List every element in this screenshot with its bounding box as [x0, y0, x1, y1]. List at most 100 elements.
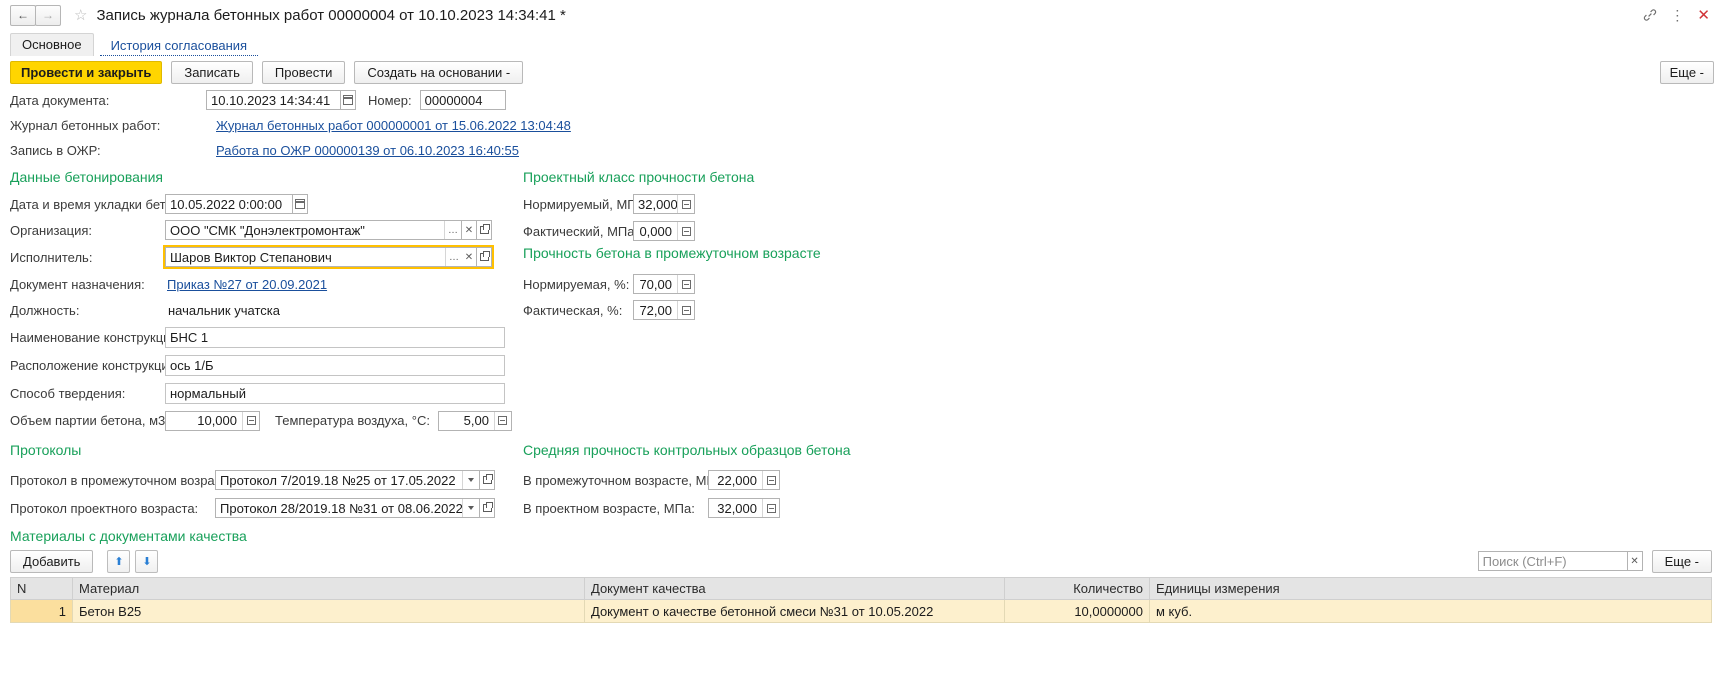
avg-design-label: В проектном возрасте, МПа: — [523, 500, 695, 516]
intermediate-normative-input[interactable]: 70,00 — [633, 274, 695, 294]
calendar-icon[interactable] — [341, 90, 356, 110]
journal-link[interactable]: Журнал бетонных работ 000000001 от 15.06… — [216, 117, 571, 133]
calendar-icon[interactable] — [293, 194, 308, 214]
protocol-intermediate-input[interactable]: Протокол 7/2019.18 №25 от 17.05.2022 — [215, 470, 480, 490]
assignment-doc-link[interactable]: Приказ №27 от 20.09.2021 — [167, 276, 328, 292]
cell-quantity[interactable]: 10,0000000 — [1004, 599, 1150, 623]
open-card-icon[interactable] — [477, 220, 492, 240]
design-normative-value: 32,000 — [638, 196, 677, 212]
calculator-icon[interactable] — [242, 411, 259, 430]
executor-field-group[interactable]: Шаров Виктор Степанович … ✕ — [163, 245, 494, 269]
concreting-section-title: Данные бетонирования — [10, 169, 164, 185]
protocol-intermediate-label: Протокол в промежуточном возрасте: — [10, 472, 238, 488]
open-card-icon[interactable] — [480, 498, 495, 518]
executor-label: Исполнитель: — [10, 249, 93, 265]
executor-input[interactable]: Шаров Виктор Степанович … — [165, 247, 462, 267]
protocols-section-title: Протоколы — [10, 442, 82, 458]
chevron-down-icon[interactable] — [462, 471, 479, 489]
intermediate-normative-label: Нормируемая, %: — [523, 276, 630, 292]
select-ellipsis-icon[interactable]: … — [445, 248, 462, 266]
calculator-icon[interactable] — [677, 195, 694, 213]
back-button[interactable]: ← — [10, 4, 36, 26]
clear-icon[interactable]: ✕ — [462, 247, 477, 267]
structure-name-input[interactable]: БНС 1 — [165, 326, 505, 348]
cell-row-number: 1 — [10, 599, 73, 623]
cell-material[interactable]: Бетон В25 — [72, 599, 585, 623]
row-avg-design: В проектном возрасте, МПа: 32,000 — [523, 494, 1712, 522]
move-down-button[interactable]: ⬇ — [135, 549, 159, 573]
col-header-quality-doc[interactable]: Документ качества — [584, 577, 1005, 600]
search-clear-icon[interactable]: ✕ — [1627, 551, 1643, 571]
design-actual-input[interactable]: 0,000 — [633, 221, 695, 241]
star-icon[interactable]: ☆ — [74, 6, 88, 24]
arrow-left-icon: ← — [17, 8, 29, 22]
air-temp-label: Температура воздуха, °С: — [275, 413, 430, 428]
row-protocol-design: Протокол проектного возраста: Протокол 2… — [10, 494, 515, 522]
number-label: Номер: — [368, 92, 412, 108]
row-design-actual: Фактический, МПа: 0,000 — [523, 217, 1712, 245]
organization-value: ООО "СМК "Донэлектромонтаж" — [170, 222, 365, 238]
design-actual-label: Фактический, МПа: — [523, 223, 639, 239]
protocol-design-input[interactable]: Протокол 28/2019.18 №31 от 08.06.2022 — [215, 498, 480, 518]
arrow-up-icon: ⬆ — [114, 555, 124, 568]
row-design-normative: Нормируемый, МПа: 32,000 — [523, 191, 1712, 217]
post-and-close-button[interactable]: Провести и закрыть — [10, 60, 163, 84]
move-up-button[interactable]: ⬆ — [107, 549, 131, 573]
batch-volume-input[interactable]: 10,000 — [165, 410, 260, 431]
col-header-unit[interactable]: Единицы измерения — [1149, 577, 1712, 600]
hardening-method-input[interactable]: нормальный — [165, 382, 505, 404]
air-temp-value: 5,00 — [463, 413, 489, 428]
cell-quality-doc[interactable]: Документ о качестве бетонной смеси №31 о… — [584, 599, 1005, 623]
search-area: Поиск (Ctrl+F) ✕ Еще - — [1477, 549, 1712, 573]
select-ellipsis-icon[interactable]: … — [444, 221, 461, 239]
col-header-material[interactable]: Материал — [72, 577, 585, 600]
placement-datetime-input[interactable]: 10.05.2022 0:00:00 — [165, 194, 293, 214]
calculator-icon[interactable] — [762, 471, 779, 489]
materials-more-button[interactable]: Еще - — [1651, 549, 1712, 573]
doc-date-input[interactable]: 10.10.2023 14:34:41 — [206, 90, 341, 110]
kebab-menu-icon[interactable]: ⋮ — [1670, 7, 1685, 23]
avg-design-input[interactable]: 32,000 — [708, 498, 780, 518]
chevron-down-icon[interactable] — [462, 499, 479, 517]
two-column-area: Данные бетонирования Дата и время укладк… — [10, 169, 1712, 434]
arrow-right-icon: → — [42, 8, 54, 22]
calculator-icon[interactable] — [762, 499, 779, 517]
calculator-icon[interactable] — [677, 222, 694, 240]
structure-location-input[interactable]: ось 1/Б — [165, 354, 505, 376]
air-temp-input[interactable]: 5,00 — [437, 410, 512, 431]
row-ozhr: Запись в ОЖР: Работа по ОЖР 000000139 от… — [10, 138, 1712, 163]
calculator-icon[interactable] — [677, 301, 694, 319]
row-avg-intermediate: В промежуточном возрасте, МПа: 22,000 — [523, 466, 1712, 494]
search-input[interactable]: Поиск (Ctrl+F) — [1477, 551, 1628, 571]
clear-icon[interactable]: ✕ — [462, 220, 477, 240]
close-icon[interactable]: ✕ — [1697, 6, 1710, 24]
page-title: Запись журнала бетонных работ 00000004 о… — [96, 6, 566, 24]
organization-input[interactable]: ООО "СМК "Донэлектромонтаж" … — [165, 220, 462, 240]
post-button[interactable]: Провести — [261, 60, 346, 84]
write-button[interactable]: Записать — [171, 60, 253, 84]
col-header-n[interactable]: N — [10, 577, 73, 600]
number-input[interactable]: 00000004 — [419, 90, 506, 110]
col-header-quantity[interactable]: Количество — [1004, 577, 1150, 600]
more-commands-button[interactable]: Еще - — [1659, 60, 1714, 84]
ozhr-label: Запись в ОЖР: — [10, 143, 101, 158]
link-icon[interactable] — [1643, 8, 1657, 22]
hardening-method-label: Способ твердения: — [10, 385, 126, 401]
calculator-icon[interactable] — [677, 275, 694, 293]
create-based-on-button[interactable]: Создать на основании - — [354, 60, 524, 84]
add-material-button[interactable]: Добавить — [10, 549, 94, 573]
tab-istoriya-soglasovaniya[interactable]: История согласования — [99, 35, 259, 56]
calculator-icon[interactable] — [493, 411, 511, 430]
ozhr-link[interactable]: Работа по ОЖР 000000139 от 06.10.2023 16… — [216, 143, 519, 158]
design-normative-input[interactable]: 32,000 — [633, 194, 695, 214]
row-doc-date: Дата документа: 10.10.2023 14:34:41 Номе… — [10, 88, 1712, 112]
tab-osnovnoe[interactable]: Основное — [10, 33, 94, 56]
row-intermediate-actual: Фактическая, %: 72,00 — [523, 297, 1712, 323]
open-card-icon[interactable] — [480, 470, 495, 490]
intermediate-actual-input[interactable]: 72,00 — [633, 300, 695, 320]
table-row[interactable]: 1 Бетон В25 Документ о качестве бетонной… — [10, 599, 1712, 623]
forward-button[interactable]: → — [35, 4, 61, 26]
open-card-icon[interactable] — [477, 247, 492, 267]
avg-intermediate-input[interactable]: 22,000 — [708, 470, 780, 490]
cell-unit[interactable]: м куб. — [1149, 599, 1712, 623]
